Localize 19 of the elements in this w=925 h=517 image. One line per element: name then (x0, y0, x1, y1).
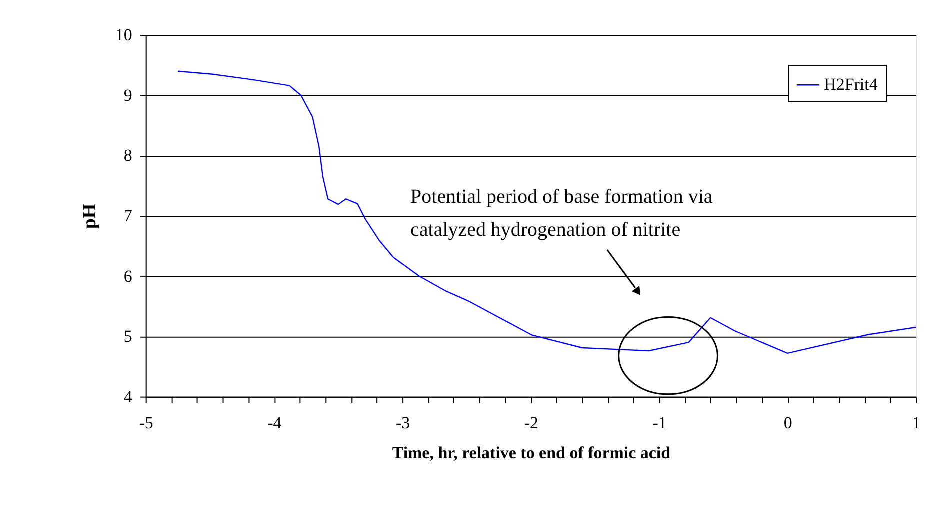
legend-label: H2Frit4 (824, 75, 878, 94)
line-series (177, 70, 917, 354)
x-tick-label: 1 (912, 413, 921, 432)
y-tick-label: 10 (115, 26, 132, 45)
x-tick-label: -4 (268, 413, 282, 432)
y-tick-label: 5 (124, 327, 132, 346)
y-axis-title: pH (79, 204, 100, 230)
x-tick-label: 0 (784, 413, 792, 432)
y-tick-label: 4 (124, 387, 133, 406)
x-tick-label: -5 (139, 413, 154, 432)
y-tick-label: 9 (124, 86, 132, 105)
x-tick-label: -1 (652, 413, 667, 432)
y-tick-label: 6 (124, 266, 132, 286)
y-tick-label: 8 (124, 146, 132, 166)
annotation: Potential period of base formation via catalyzed hydrogenation of nitrite (410, 186, 713, 241)
y-tick-label: 7 (124, 206, 132, 226)
x-axis-title: Time, hr, relative to end of formic acid (392, 443, 672, 462)
x-tick-label: -2 (524, 413, 538, 432)
x-tick-label: -3 (396, 413, 410, 432)
